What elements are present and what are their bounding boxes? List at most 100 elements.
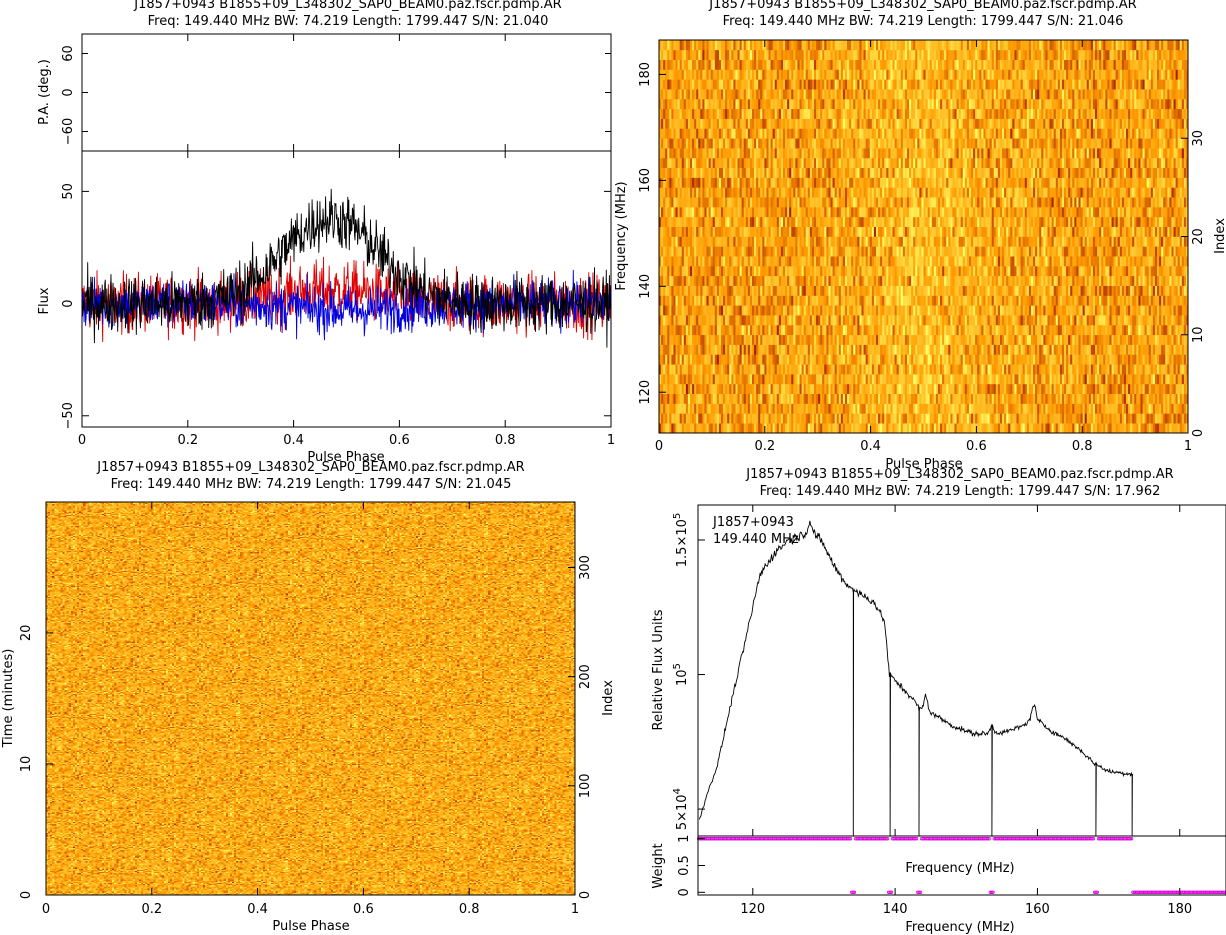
freq-phase-cell — [706, 334, 710, 345]
freq-phase-cell — [968, 246, 972, 257]
freq-phase-cell — [1146, 324, 1150, 336]
freq-phase-cell — [1010, 246, 1013, 257]
freq-phase-cell — [712, 236, 716, 247]
freq-phase-cell — [1006, 275, 1009, 286]
freq-phase-cell — [950, 344, 953, 355]
freq-phase-cell — [770, 246, 774, 257]
freq-phase-cell — [1101, 413, 1104, 424]
freq-phase-cell — [805, 354, 809, 365]
freq-phase-cell — [884, 364, 887, 375]
freq-phase-cell — [673, 383, 677, 395]
freq-phase-cell — [977, 364, 980, 375]
freq-phase-cell — [1010, 344, 1013, 355]
freq-phase-cell — [758, 374, 761, 385]
freq-phase-cell — [925, 344, 929, 355]
freq-phase-cell — [935, 354, 939, 365]
freq-phase-cell — [729, 295, 732, 306]
freq-phase-cell — [962, 383, 966, 395]
freq-phase-cell — [834, 256, 838, 267]
freq-phase-cell — [677, 236, 681, 247]
freq-phase-cell — [917, 246, 920, 257]
freq-phase-cell — [807, 256, 811, 267]
freq-phase-cell — [751, 344, 755, 355]
freq-phase-cell — [1111, 295, 1115, 306]
freq-phase-cell — [1161, 324, 1164, 336]
freq-phase-cell — [929, 423, 933, 434]
freq-phase-cell — [760, 374, 763, 385]
freq-phase-cell — [929, 344, 933, 355]
freq-phase-cell — [1002, 285, 1005, 296]
freq-phase-cell — [880, 413, 883, 424]
freq-phase-cell — [803, 354, 807, 365]
freq-phase-cell — [764, 403, 767, 414]
freq-phase-cell — [729, 383, 732, 395]
freq-phase-cell — [880, 354, 883, 365]
freq-phase-cell — [1130, 334, 1133, 345]
freq-phase-cell — [1064, 423, 1067, 434]
freq-phase-cell — [710, 275, 714, 286]
freq-phase-cell — [727, 374, 730, 385]
freq-phase-cell — [913, 285, 916, 296]
freq-phase-cell — [696, 344, 699, 355]
freq-phase-cell — [836, 256, 840, 267]
freq-phase-cell — [960, 364, 964, 375]
freq-phase-cell — [892, 285, 896, 296]
freq-phase-cell — [762, 256, 765, 267]
freq-phase-cell — [1008, 256, 1011, 267]
freq-phase-cell — [902, 315, 906, 326]
freq-phase-cell — [966, 364, 970, 375]
freq-phase-cell — [832, 324, 836, 336]
freq-phase-cell — [774, 246, 778, 257]
freq-phase-cell — [1086, 383, 1090, 395]
freq-phase-cell — [677, 295, 681, 306]
freq-phase-cell — [700, 423, 703, 434]
freq-phase-cell — [1099, 246, 1102, 257]
freq-phase-cell — [1107, 344, 1110, 355]
freq-phase-cell — [1041, 334, 1044, 345]
freq-phase-cell — [983, 364, 986, 375]
freq-phase-cell — [1173, 324, 1177, 336]
freq-phase-cell — [1080, 334, 1084, 345]
freq-phase-cell — [975, 344, 978, 355]
freq-phase-cell — [1128, 246, 1131, 257]
freq-phase-cell — [733, 265, 736, 277]
freq-phase-cell — [1177, 295, 1181, 306]
freq-phase-cell — [778, 236, 782, 247]
freq-phase-cell — [1181, 344, 1185, 355]
freq-phase-cell — [1076, 256, 1079, 267]
freq-phase-cell — [758, 275, 761, 286]
freq-phase-cell — [704, 295, 708, 306]
freq-phase-cell — [1012, 354, 1015, 365]
freq-phase-cell — [880, 403, 883, 414]
freq-phase-cell — [1138, 315, 1141, 326]
freq-phase-cell — [667, 344, 670, 355]
freq-phase-cell — [1012, 393, 1015, 404]
freq-phase-cell — [958, 315, 962, 326]
freq-phase-cell — [1018, 334, 1022, 345]
freq-phase-cell — [1152, 315, 1156, 326]
freq-phase-cell — [718, 324, 722, 336]
freq-phase-cell — [797, 256, 801, 267]
freq-phase-cell — [824, 334, 827, 345]
freq-phase-cell — [1117, 265, 1121, 277]
freq-phase-cell — [1068, 423, 1071, 434]
freq-phase-cell — [741, 423, 745, 434]
freq-phase-cell — [1084, 315, 1088, 326]
freq-phase-cell — [778, 344, 782, 355]
freq-phase-cell — [840, 403, 844, 414]
freq-phase-cell — [1103, 275, 1106, 286]
freq-phase-cell — [687, 305, 691, 316]
freq-phase-cell — [1028, 315, 1032, 326]
freq-phase-cell — [745, 285, 749, 296]
freq-phase-cell — [927, 374, 931, 385]
freq-phase-cell — [971, 315, 974, 326]
freq-phase-cell — [762, 295, 765, 306]
freq-phase-cell — [669, 423, 672, 434]
freq-phase-cell — [1057, 275, 1061, 286]
freq-phase-cell — [1177, 324, 1181, 336]
freq-phase-cell — [999, 354, 1003, 365]
freq-phase-cell — [751, 236, 755, 247]
freq-phase-cell — [669, 383, 672, 395]
freq-phase-cell — [667, 403, 670, 414]
freq-phase-cell — [931, 285, 935, 296]
